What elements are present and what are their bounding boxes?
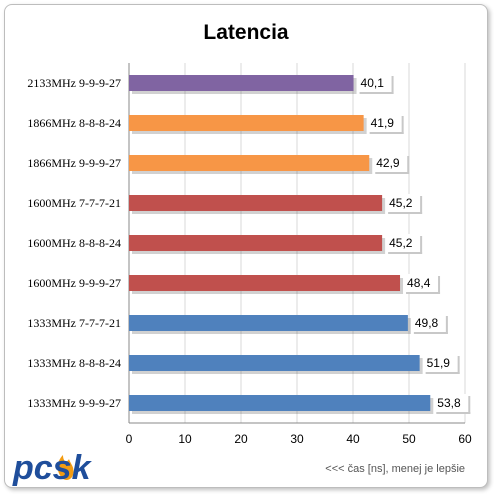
x-tick-label: 40 — [346, 432, 360, 446]
bar — [129, 275, 401, 291]
bar — [129, 395, 431, 411]
data-label-shadow — [413, 332, 448, 334]
data-label: 49,8 — [415, 316, 439, 330]
bar — [129, 115, 364, 131]
data-label-shadow — [391, 76, 394, 94]
bar — [129, 235, 383, 251]
category-label: 1866MHz 9-9-9-27 — [27, 156, 121, 170]
category-label: 1333MHz 8-8-8-24 — [27, 356, 121, 370]
category-label: 1333MHz 9-9-9-27 — [27, 396, 121, 410]
data-label-shadow — [457, 356, 460, 374]
data-label: 48,4 — [407, 276, 431, 290]
axis-footnote: <<< čas [ns], menej je lepšie — [325, 463, 465, 475]
data-label-box — [386, 234, 421, 252]
data-label: 40,1 — [361, 76, 385, 90]
data-label-shadow — [406, 292, 441, 294]
data-label-shadow — [388, 212, 423, 214]
data-label-box — [373, 154, 408, 172]
category-label: 1333MHz 7-7-7-21 — [27, 316, 121, 330]
category-label: 1600MHz 8-8-8-24 — [27, 236, 121, 250]
x-tick-label: 30 — [290, 432, 304, 446]
category-label: 1866MHz 8-8-8-24 — [27, 116, 121, 130]
data-label-shadow — [438, 276, 441, 294]
data-label: 42,9 — [376, 156, 400, 170]
bar — [129, 195, 383, 211]
category-label: 1600MHz 7-7-7-21 — [27, 196, 121, 210]
data-label-box — [434, 394, 469, 412]
bar — [129, 155, 370, 171]
data-label-shadow — [420, 196, 423, 214]
pcsk-logo: pcsk — [12, 449, 93, 487]
data-label-box — [386, 194, 421, 212]
x-tick-label: 10 — [178, 432, 192, 446]
flame-icon — [57, 455, 74, 480]
data-label-shadow — [468, 396, 471, 414]
category-labels: 2133MHz 9-9-9-27 1866MHz 8-8-8-24 1866MHz … — [27, 76, 121, 410]
bar — [129, 315, 408, 331]
data-label: 45,2 — [389, 196, 413, 210]
data-label-shadow — [369, 132, 404, 134]
category-label: 2133MHz 9-9-9-27 — [27, 76, 121, 90]
x-tick-label: 60 — [458, 432, 472, 446]
data-label-box — [404, 274, 439, 292]
data-label-shadow — [375, 172, 410, 174]
category-label: 1600MHz 9-9-9-27 — [27, 276, 121, 290]
data-label-shadow — [436, 412, 471, 414]
x-tick-label: 0 — [126, 432, 133, 446]
data-label: 51,9 — [427, 356, 451, 370]
data-label-box — [411, 314, 446, 332]
bar — [129, 355, 420, 371]
chart-title: Latencia — [203, 21, 289, 44]
x-tick-label: 50 — [402, 432, 416, 446]
data-label: 53,8 — [437, 396, 461, 410]
data-label-shadow — [445, 316, 448, 334]
chart-frame: Latencia 40,1 41,9 42,9 45,2 45,2 48,4 49,8 51,… — [4, 4, 488, 488]
x-axis-ticks: 0 10 20 30 40 50 60 — [126, 432, 472, 446]
bar-chart: Latencia 40,1 41,9 42,9 45,2 45,2 48,4 49,8 51,… — [12, 21, 472, 487]
data-label-box — [367, 114, 402, 132]
data-label-shadow — [388, 252, 423, 254]
data-label-shadow — [407, 156, 410, 174]
bar — [129, 75, 354, 91]
bars: 40,1 41,9 42,9 45,2 45,2 48,4 49,8 51,9 53,8 — [129, 74, 471, 414]
data-label-shadow — [359, 92, 394, 94]
data-label-shadow — [401, 116, 404, 134]
data-label-shadow — [420, 236, 423, 254]
data-label-box — [357, 74, 392, 92]
data-label: 41,9 — [371, 116, 395, 130]
x-tick-label: 20 — [234, 432, 248, 446]
data-label: 45,2 — [389, 236, 413, 250]
data-label-box — [423, 354, 458, 372]
data-label-shadow — [425, 372, 460, 374]
logo-text: pcsk — [12, 449, 93, 487]
